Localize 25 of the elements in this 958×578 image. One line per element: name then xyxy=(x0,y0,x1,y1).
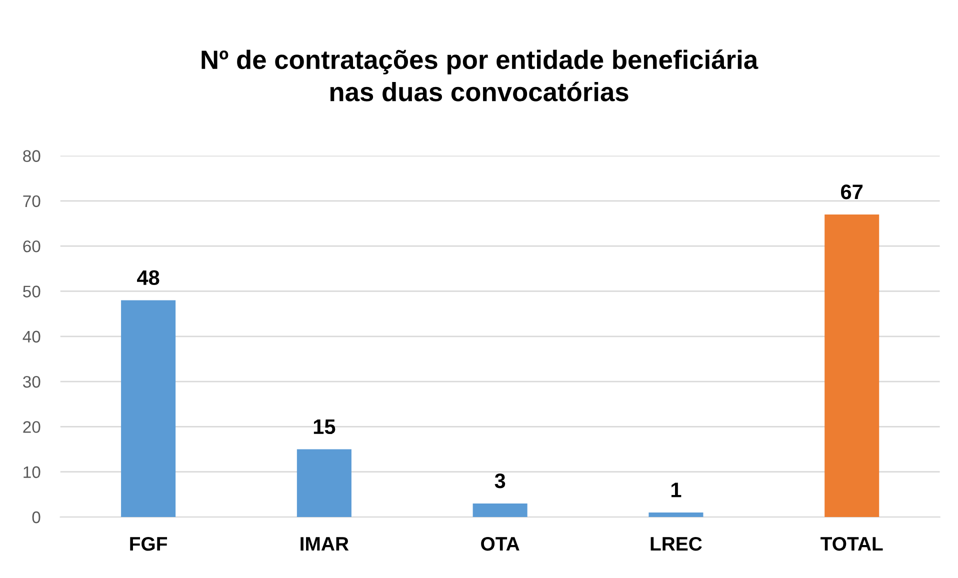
y-tick-label: 80 xyxy=(23,150,40,162)
y-tick-label: 0 xyxy=(32,511,40,524)
data-label: 1 xyxy=(671,482,682,498)
y-tick-label: 30 xyxy=(23,376,40,388)
data-label: 48 xyxy=(137,270,160,286)
y-tick-label: 10 xyxy=(24,466,40,478)
data-label: 67 xyxy=(841,184,863,200)
bar xyxy=(121,300,176,518)
y-tick-label: 20 xyxy=(23,421,40,433)
x-tick-label: OTA xyxy=(481,536,520,551)
x-tick-label: TOTAL xyxy=(820,536,883,551)
data-label: 15 xyxy=(314,420,336,434)
bar xyxy=(296,449,352,518)
x-tick-label: LREC xyxy=(650,536,702,551)
x-tick-label: FGF xyxy=(130,536,168,551)
chart-title: Nº de contratações por entidade beneficiária nas duas convocatórias xyxy=(202,49,758,102)
x-tick-label: IMAR xyxy=(300,537,349,551)
bar xyxy=(648,512,704,518)
bar xyxy=(472,503,528,518)
y-tick-label: 70 xyxy=(23,195,40,208)
y-tick-label: 60 xyxy=(23,240,40,252)
bar xyxy=(824,214,880,518)
y-tick-label: 40 xyxy=(22,330,40,343)
y-tick-label: 50 xyxy=(23,286,40,298)
data-label: 3 xyxy=(494,473,506,488)
